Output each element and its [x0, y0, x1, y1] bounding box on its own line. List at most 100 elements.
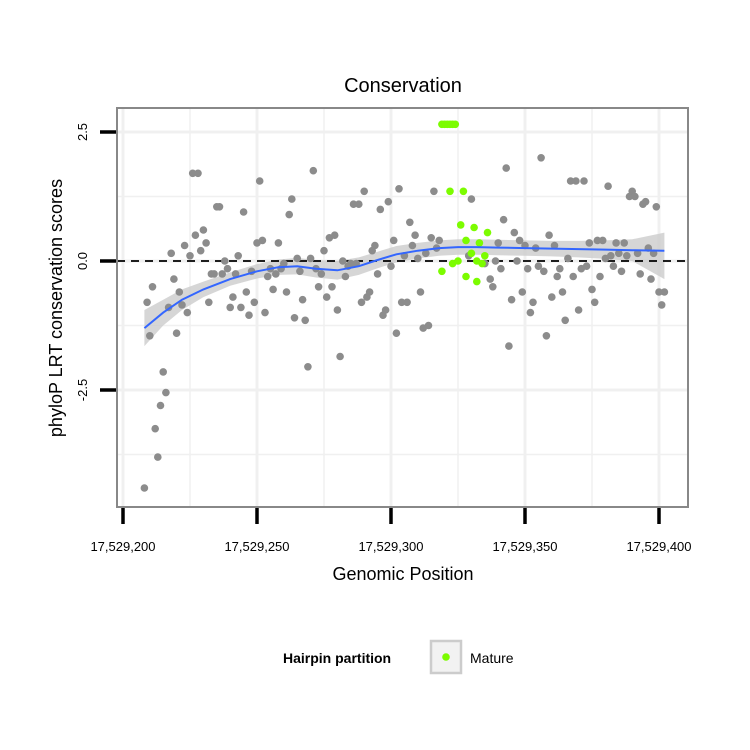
mature-data-point [478, 259, 486, 268]
data-point [540, 267, 548, 276]
data-point [397, 298, 406, 307]
data-point [314, 283, 323, 291]
data-point [561, 316, 569, 325]
data-point [652, 203, 661, 211]
data-point [365, 288, 374, 296]
legend: Hairpin partition Mature [283, 639, 514, 675]
data-point [569, 272, 577, 281]
data-point [186, 252, 194, 260]
data-point [328, 283, 336, 291]
data-point [384, 197, 393, 206]
data-point [588, 285, 596, 294]
data-point [598, 236, 607, 245]
panel-border [116, 107, 689, 508]
data-point [333, 306, 342, 314]
data-point [558, 288, 567, 296]
data-point [497, 264, 505, 273]
data-point [641, 197, 650, 206]
data-point [178, 301, 186, 309]
data-point [159, 368, 167, 376]
data-point [430, 187, 438, 196]
data-point [285, 210, 294, 219]
data-point [660, 288, 669, 296]
mature-data-point [451, 120, 460, 129]
data-point [593, 236, 602, 245]
data-point [191, 231, 200, 239]
data-point [395, 185, 403, 193]
data-point [205, 298, 213, 307]
legend-title: Hairpin partition [283, 650, 391, 666]
data-point [499, 215, 508, 224]
data-point [373, 270, 382, 278]
data-point [237, 303, 245, 312]
data-point [620, 239, 628, 247]
data-point [188, 169, 197, 178]
data-point [376, 205, 385, 214]
legend-key-box [429, 639, 463, 675]
data-point [381, 306, 390, 314]
data-point [306, 254, 315, 263]
data-point [529, 298, 537, 307]
axes: 17,529,200 17,529,250 17,529,300 17,529,350… [75, 123, 692, 554]
data-point [489, 283, 497, 291]
data-point [215, 203, 224, 211]
data-point [154, 453, 162, 461]
data-point [467, 195, 476, 203]
data-point [387, 262, 395, 271]
data-point [226, 303, 234, 312]
x-tick-label: 17,529,350 [492, 539, 557, 554]
data-point [282, 288, 291, 296]
data-point [229, 293, 237, 301]
data-point [550, 241, 559, 250]
plot-panel [117, 108, 688, 507]
data-point [140, 484, 149, 492]
x-tick-label: 17,529,400 [626, 539, 691, 554]
data-point [172, 329, 181, 338]
data-point [280, 259, 288, 268]
legend-label-mature: Mature [470, 650, 514, 666]
data-point [317, 270, 326, 278]
mature-data-point [462, 236, 470, 245]
data-point [435, 236, 444, 245]
data-point [424, 321, 433, 330]
data-point [657, 301, 666, 309]
data-point [218, 270, 226, 278]
data-point [617, 267, 626, 276]
data-point [582, 262, 591, 271]
mature-data-point [475, 239, 484, 247]
data-point [261, 308, 269, 317]
x-tick-label: 17,529,200 [90, 539, 155, 554]
data-point [647, 275, 655, 283]
data-point [223, 264, 232, 273]
data-point [612, 239, 620, 247]
data-point [199, 226, 208, 234]
data-point [518, 288, 527, 296]
data-point [167, 249, 175, 258]
data-point [180, 241, 189, 250]
chart-title: Conservation [344, 75, 462, 97]
mature-data-point [454, 257, 462, 265]
data-point [502, 164, 511, 172]
data-point [355, 200, 363, 208]
mature-data-point [438, 267, 446, 276]
data-point [293, 254, 302, 263]
data-point [339, 257, 347, 265]
data-point [505, 342, 513, 350]
data-point [258, 236, 267, 245]
data-point [196, 246, 205, 255]
mature-data-point [481, 252, 489, 260]
data-point [392, 329, 401, 338]
data-point [170, 275, 178, 283]
data-point [408, 241, 417, 250]
data-point [636, 270, 644, 278]
data-point [607, 252, 615, 260]
data-point [389, 236, 398, 245]
data-point [596, 272, 604, 281]
data-point [615, 249, 623, 258]
x-axis-title: Genomic Position [332, 564, 473, 584]
data-point [202, 239, 210, 247]
data-point [416, 288, 425, 296]
data-point [548, 293, 556, 301]
data-point [151, 424, 159, 433]
data-point [542, 332, 551, 340]
